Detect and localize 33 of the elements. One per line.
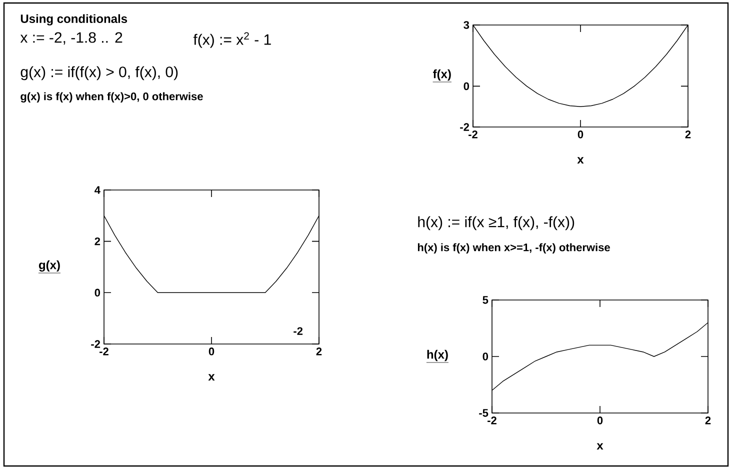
x-tick-label: 2 <box>685 130 691 138</box>
x-tick-label: 0 <box>597 416 603 424</box>
y-tick-label: 5 <box>482 296 488 304</box>
text: x := -2, -1.8 .. 2 <box>20 32 122 45</box>
y-tick-label: -5 <box>479 409 488 417</box>
text: f(x) := x$^{2}$ - 1 <box>193 32 271 48</box>
x-tick-label: 0 <box>578 130 584 138</box>
chart-title: Using conditionals <box>20 14 128 26</box>
x-tick-label: 0 <box>208 348 214 356</box>
y-tick-label: -2 <box>460 123 470 131</box>
x-axis-title: x <box>596 443 604 450</box>
y-tick-label: 0 <box>94 288 100 297</box>
x-tick-label: -2 <box>488 416 496 424</box>
annotation: -2 <box>294 327 303 335</box>
y-tick-label: -2 <box>91 340 100 348</box>
x-tick-label: -2 <box>468 130 478 138</box>
text: g(x) := if(f(x) > 0, f(x), 0) <box>20 66 178 80</box>
y-tick-label: 2 <box>94 237 100 246</box>
y-tick-label: 0 <box>464 82 470 90</box>
x-axis-title: x <box>577 157 584 164</box>
x-tick-label: -2 <box>100 348 108 356</box>
text: h(x) := if(x ≥1, f(x), -f(x)) <box>418 216 574 230</box>
y-axis-title: h(x) <box>427 350 448 362</box>
y-axis-title: f(x) <box>433 69 451 81</box>
y-axis-title: g(x) <box>38 260 60 272</box>
text: g(x) is f(x) when f(x)>0, 0 otherwise <box>20 92 203 103</box>
text: h(x) is f(x) when x>=1, -f(x) otherwise <box>418 243 610 254</box>
x-tick-label: 2 <box>316 348 322 356</box>
y-tick-label: 0 <box>482 352 488 360</box>
y-tick-label: 4 <box>94 186 100 194</box>
x-axis-title: x <box>208 374 215 381</box>
x-tick-label: 2 <box>705 416 711 424</box>
y-tick-label: 3 <box>464 21 470 29</box>
